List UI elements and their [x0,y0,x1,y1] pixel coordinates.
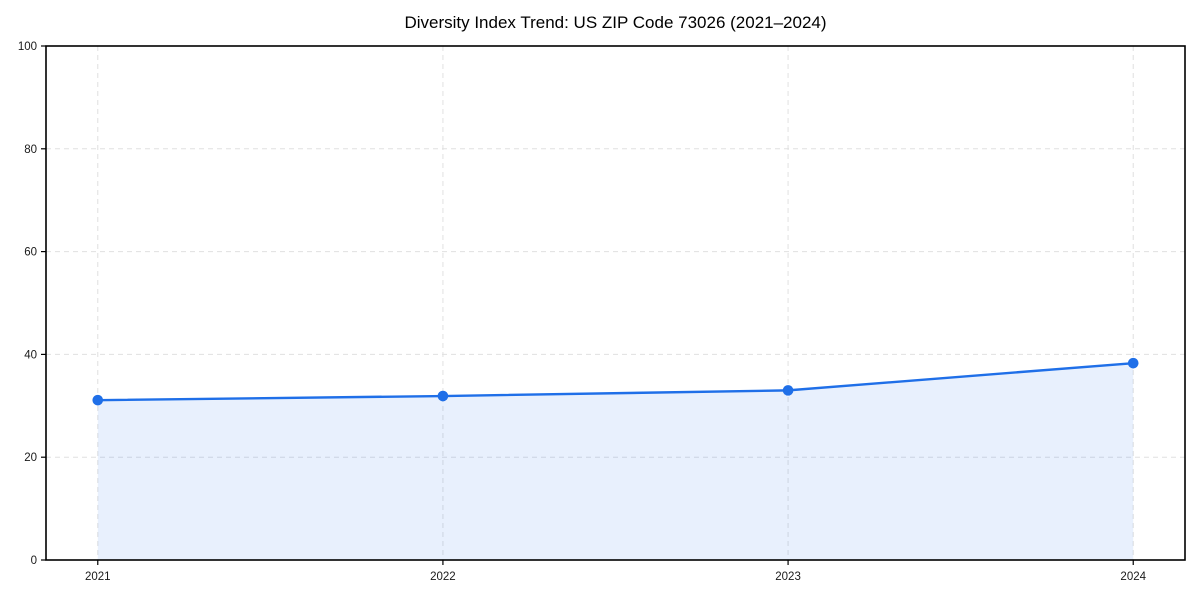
data-point-marker [782,385,794,396]
x-tick-label: 2021 [85,571,111,583]
x-tick-label: 2022 [430,571,456,583]
y-tick-label: 100 [18,41,37,53]
data-point-marker [1127,357,1139,369]
y-tick-label: 20 [24,452,37,464]
y-tick-label: 0 [31,555,37,567]
y-tick-label: 60 [24,247,37,259]
chart-title: Diversity Index Trend: US ZIP Code 73026… [404,13,827,32]
y-tick-label: 80 [24,144,37,156]
data-point-marker [437,390,449,402]
data-point-marker [92,394,104,406]
x-tick-label: 2023 [775,571,801,583]
area-fill [97,363,1134,560]
trend-line [96,361,1135,402]
y-tick-label: 40 [24,349,37,361]
axis-frame [45,45,1186,561]
x-tick-label: 2024 [1120,571,1146,583]
